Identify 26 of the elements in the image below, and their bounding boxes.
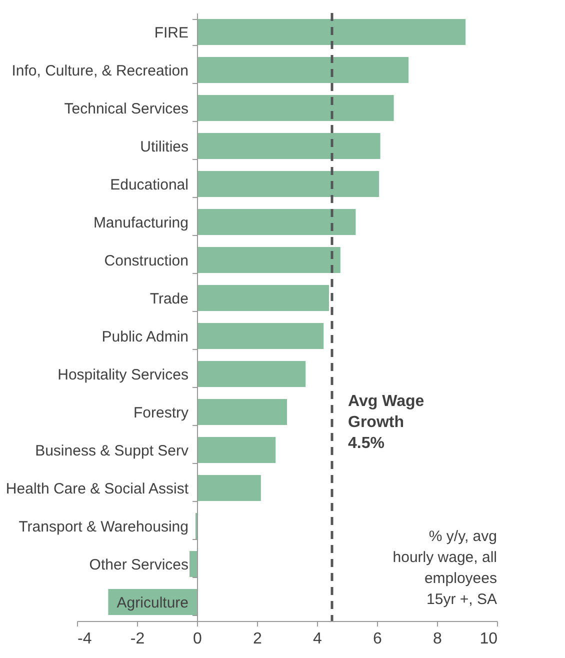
y-tick-label: Forestry [133, 404, 189, 422]
x-tick-label: 2 [253, 630, 262, 648]
x-tick-label: -4 [78, 630, 92, 648]
x-tick-label: 10 [480, 630, 498, 648]
y-tick-label: Utilities [140, 138, 188, 156]
ref-line-label: Avg Wage Growth 4.5% [348, 393, 424, 452]
y-tick-label: Public Admin [102, 328, 188, 346]
y-tick-label: Educational [110, 176, 188, 194]
y-tick-label: Hospitality Services [58, 366, 188, 384]
y-tick-label: FIRE [154, 24, 188, 42]
x-tick-label: 0 [193, 630, 202, 648]
y-tick-label: Info, Culture, & Recreation [12, 62, 188, 80]
y-tick-label: Construction [104, 252, 188, 270]
y-tick-label: Technical Services [64, 100, 188, 118]
x-tick-label: -2 [130, 630, 145, 648]
y-tick-label: Manufacturing [93, 214, 188, 232]
x-tick-label: 4 [313, 630, 322, 648]
y-tick-label: Business & Suppt Serv [35, 442, 189, 460]
y-tick-label: Trade [150, 290, 188, 308]
x-tick-label: 8 [433, 630, 442, 648]
y-tick-label: Other Services [89, 556, 188, 574]
y-tick-label: Health Care & Social Assist [6, 480, 190, 498]
y-tick-label: Agriculture [116, 594, 188, 612]
annotation: % y/y, avg hourly wage, all employees 15yr +, SA [392, 528, 497, 608]
x-tick-label: 6 [373, 630, 382, 648]
y-tick-label: Transport & Warehousing [18, 518, 188, 536]
